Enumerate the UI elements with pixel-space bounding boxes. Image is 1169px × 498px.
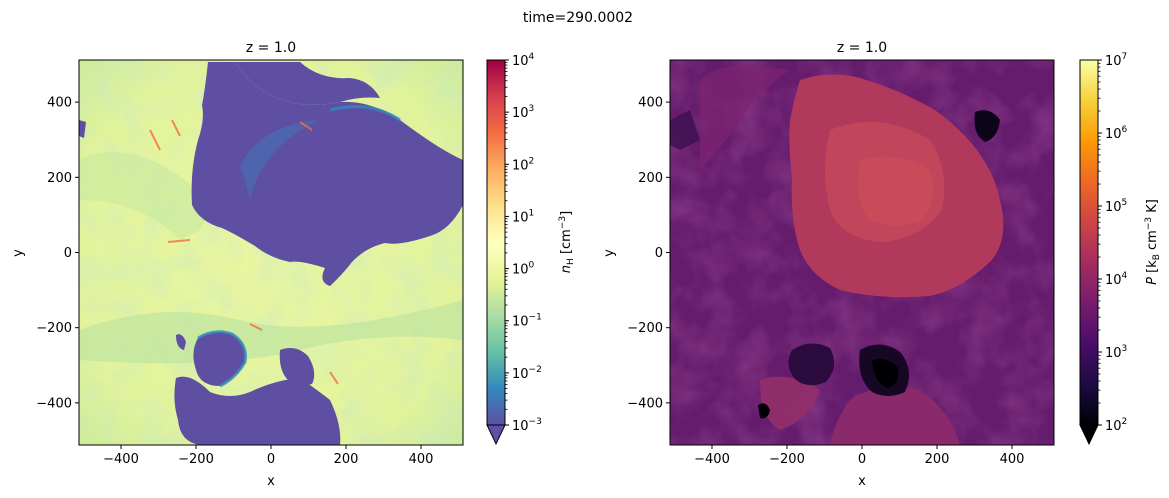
density-colorbar-tick-label: 100	[512, 261, 535, 278]
pressure-x-tick-label: 200	[925, 452, 950, 467]
density-y-tick-label: −200	[36, 321, 72, 336]
pressure-x-tick-label: −400	[694, 452, 730, 467]
density-x-tick-label: 400	[409, 452, 434, 467]
pressure-y-tick-label: 200	[638, 171, 663, 186]
pressure-colorbar-label: P [kB cm−3 K]	[1144, 199, 1162, 285]
density-colorbar-tick-label: 10−2	[512, 365, 542, 382]
pressure-colorbar-ticks: 107 106 105 104 103 102	[1098, 52, 1128, 434]
density-y-tick-label: −400	[36, 396, 72, 411]
density-colorbar-ticks: 104 103 102 101 100 10−1 10−2 10−3	[505, 52, 542, 434]
density-low-region-bottom	[174, 376, 341, 445]
pressure-colorbar-tick-label: 104	[1105, 271, 1128, 288]
density-colorbar-fill	[486, 59, 506, 426]
pressure-colorbar-tick-label: 103	[1105, 344, 1127, 361]
panel-pressure: z = 1.0 −400 −200 0 200 400 −400 −200 0 200 400 …	[602, 40, 1162, 489]
density-y-axis-label: y	[11, 249, 26, 257]
density-colorbar-tick-label: 104	[512, 52, 535, 69]
density-x-tick-label: 200	[334, 452, 359, 467]
pressure-y-tick-label: −400	[627, 396, 663, 411]
pressure-x-axis-label: x	[858, 474, 866, 489]
pressure-low-region-left	[788, 343, 835, 386]
pressure-y-tick-label: 400	[638, 96, 663, 111]
density-x-ticks: −400 −200 0 200 400	[103, 445, 433, 467]
density-y-tick-label: 200	[47, 171, 72, 186]
pressure-heatmap	[670, 60, 1054, 445]
pressure-colorbar-tick-label: 106	[1105, 125, 1128, 142]
density-x-axis-label: x	[267, 474, 275, 489]
density-colorbar-tick-label: 10−3	[512, 417, 542, 434]
pressure-colorbar-tick-label: 105	[1105, 198, 1127, 215]
pressure-y-axis-label: y	[602, 249, 617, 257]
density-x-tick-label: −400	[103, 452, 139, 467]
pressure-y-tick-label: 0	[655, 246, 663, 261]
pressure-y-ticks: −400 −200 0 200 400	[627, 96, 670, 411]
density-y-tick-label: 400	[47, 96, 72, 111]
pressure-colorbar-tick-label: 107	[1105, 52, 1127, 69]
pressure-axes: −400 −200 0 200 400 −400 −200 0 200 400 x y	[602, 96, 1024, 489]
panel-density: z = 1.0 −400 −200 0 200 400 −40	[11, 40, 576, 489]
figure-suptitle: time=290.0002	[523, 10, 633, 26]
density-x-tick-label: 0	[267, 452, 275, 467]
pressure-x-tick-label: 400	[1000, 452, 1025, 467]
density-colorbar-tick-label: 101	[512, 208, 534, 225]
density-x-tick-label: −200	[178, 452, 214, 467]
density-colorbar-tick-label: 103	[512, 104, 534, 121]
pressure-x-tick-label: 0	[858, 452, 866, 467]
density-y-tick-label: 0	[64, 246, 72, 261]
pressure-x-ticks: −400 −200 0 200 400	[694, 445, 1024, 467]
pressure-x-tick-label: −200	[769, 452, 805, 467]
density-colorbar-extend-min	[486, 424, 506, 446]
density-colorbar-tick-label: 102	[512, 156, 534, 173]
pressure-colorbar: 107 106 105 104 103 102 P [kB cm−3 K]	[1079, 52, 1162, 446]
panel-pressure-title: z = 1.0	[837, 40, 887, 56]
pressure-colorbar-extend-min	[1079, 424, 1099, 446]
density-axes: −400 −200 0 200 400 −400 −200 0 200 400 x y	[11, 96, 433, 489]
density-heatmap	[79, 60, 463, 445]
pressure-colorbar-tick-label: 102	[1105, 417, 1127, 434]
pressure-y-tick-label: −200	[627, 321, 663, 336]
pressure-colorbar-fill	[1079, 59, 1099, 426]
density-y-ticks: −400 −200 0 200 400	[36, 96, 79, 411]
panel-density-title: z = 1.0	[246, 40, 296, 56]
density-colorbar-tick-label: 10−1	[512, 313, 542, 330]
density-colorbar-label: nH [cm−3]	[558, 211, 576, 273]
density-colorbar: 104 103 102 101 100 10−1 10−2 10−3 nH [cm−3]	[486, 52, 576, 446]
